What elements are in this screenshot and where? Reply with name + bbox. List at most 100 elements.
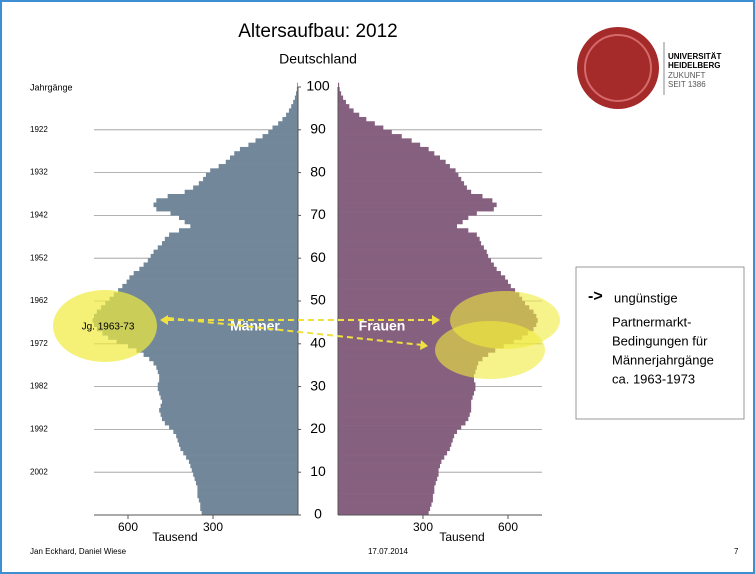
arrow: [167, 317, 423, 346]
bar: [338, 194, 483, 199]
y-tick-label: 40: [310, 335, 326, 351]
bar: [338, 425, 462, 430]
y2-tick-label: 1922: [30, 125, 48, 134]
bar: [338, 309, 534, 315]
bar: [338, 129, 392, 135]
highlight: [53, 290, 157, 362]
y2-tick-label: 2002: [30, 467, 48, 476]
chart-title: Altersaufbau: 2012: [238, 21, 398, 42]
bar: [116, 339, 299, 345]
bar: [179, 442, 298, 447]
bar: [153, 202, 298, 208]
bar: [159, 408, 298, 413]
bar: [338, 433, 455, 439]
bar: [294, 95, 298, 101]
bar: [150, 253, 298, 259]
bar: [94, 313, 298, 319]
bar: [338, 189, 472, 195]
bar: [338, 271, 501, 276]
bar: [159, 390, 298, 396]
bar: [338, 262, 494, 268]
bar: [338, 382, 476, 387]
y-tick-label: 100: [306, 78, 330, 94]
bar: [200, 506, 298, 512]
bar: [338, 288, 516, 293]
bar: [338, 497, 433, 503]
bar: [160, 412, 298, 417]
bar: [105, 301, 298, 306]
bar: [239, 146, 298, 152]
bar: [338, 228, 469, 233]
note-arrow: ->: [588, 288, 603, 305]
bar: [338, 365, 477, 370]
bar: [338, 151, 435, 156]
bar: [338, 296, 523, 302]
bar: [234, 151, 298, 156]
bar: [176, 433, 298, 439]
bar: [196, 480, 298, 486]
bar: [296, 87, 298, 92]
bar: [338, 176, 462, 182]
bar: [139, 266, 298, 272]
bar: [338, 211, 477, 216]
bar: [184, 189, 298, 195]
bar: [92, 318, 298, 323]
y2-tick-label: 1952: [30, 253, 48, 262]
bar: [230, 155, 298, 161]
bar: [225, 159, 298, 165]
bar: [288, 108, 298, 113]
logo-seal-ring: [584, 34, 652, 102]
bar: [159, 378, 298, 383]
bar: [102, 330, 298, 336]
bar: [218, 164, 298, 169]
bar: [338, 510, 429, 516]
bar: [157, 386, 298, 392]
bar: [338, 249, 487, 255]
bar: [338, 378, 474, 383]
bar: [193, 472, 298, 477]
bar: [272, 125, 298, 131]
bar: [136, 348, 298, 353]
bar: [200, 502, 298, 507]
bar: [177, 437, 298, 443]
bar: [338, 202, 497, 208]
bar: [338, 446, 450, 452]
bar: [338, 232, 477, 238]
bar: [210, 168, 298, 173]
bar: [194, 476, 298, 482]
bar: [338, 236, 480, 242]
bar: [162, 416, 298, 422]
bar: [338, 104, 350, 109]
bar: [338, 108, 354, 113]
note-text: Männerjahrgänge: [612, 352, 714, 367]
bar: [179, 215, 298, 220]
bar: [183, 450, 298, 456]
bar: [338, 305, 530, 310]
y-tick-label: 60: [310, 249, 326, 265]
bar: [338, 369, 476, 375]
bar: [338, 116, 367, 122]
bar: [338, 395, 473, 400]
bar: [338, 142, 421, 148]
y-tick-label: 70: [310, 206, 326, 222]
bar: [338, 159, 446, 165]
y-tick-label: 80: [310, 163, 326, 179]
bar: [338, 185, 467, 191]
bar: [164, 236, 298, 242]
bar: [338, 134, 402, 139]
bar: [190, 463, 298, 469]
bar: [197, 493, 298, 499]
bar: [205, 172, 298, 178]
y2-tick-label: 1982: [30, 382, 48, 391]
bar: [338, 459, 442, 464]
highlight: [435, 321, 545, 379]
y-tick-label: 20: [310, 420, 326, 436]
bar: [188, 459, 298, 464]
plot: 1922193219421952196219721982199220023006…: [30, 78, 542, 544]
y-tick-label: 90: [310, 121, 326, 137]
bar: [338, 386, 476, 392]
bar: [173, 429, 298, 434]
note-text: Partnermarkt-: [612, 314, 691, 329]
note-text: ca. 1963-1973: [612, 371, 695, 386]
bar: [338, 450, 448, 456]
